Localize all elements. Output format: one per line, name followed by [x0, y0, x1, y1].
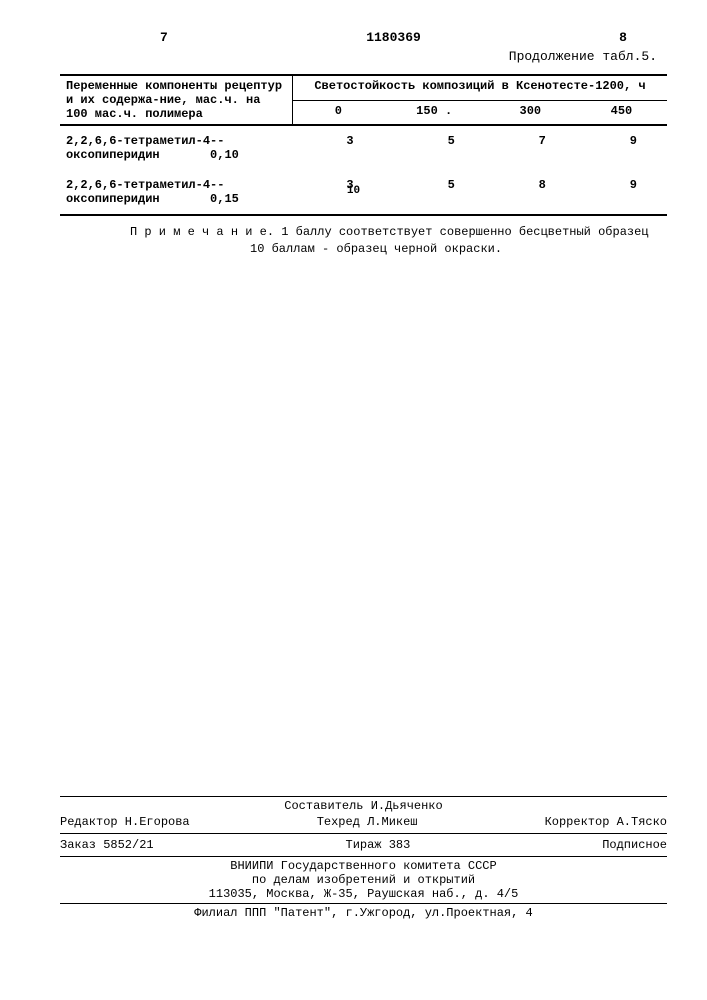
org1: ВНИИПИ Государственного комитета СССР — [60, 859, 667, 873]
cell-450: 9 — [576, 170, 667, 215]
techred: Техред Л.Микеш — [317, 815, 418, 829]
compiler: Составитель И.Дьяченко — [60, 799, 667, 813]
subheader-300: 300 — [485, 100, 576, 125]
editor: Редактор Н.Егорова — [60, 815, 190, 829]
compound-name: 2,2,6,6-тетраметил-4--оксопиперидин — [66, 178, 224, 206]
margin-line-marker: 10 — [347, 185, 360, 197]
cell-150: 5 — [384, 170, 485, 215]
footer-block: Составитель И.Дьяченко Редактор Н.Егоров… — [60, 794, 667, 920]
cell-300: 8 — [485, 170, 576, 215]
circulation: Тираж 383 — [346, 838, 411, 852]
table-row: 2,2,6,6-тетраметил-4--оксопиперидин 0,15… — [60, 170, 667, 215]
amount: 0,15 — [210, 192, 239, 206]
col-header-right: Светостойкость композиций в Ксенотесте-1… — [293, 75, 668, 100]
cell-450: 9 — [576, 125, 667, 170]
subscription: Подписное — [602, 838, 667, 852]
corrector: Корректор А.Тяско — [545, 815, 667, 829]
col-header-left: Переменные компоненты рецептур и их соде… — [60, 75, 293, 125]
note-line2: 10 баллам - образец черной окраски. — [130, 241, 667, 258]
org2: по делам изобретений и открытий — [60, 873, 667, 887]
note-line1: 1 баллу соответствует совершенно бесцвет… — [281, 225, 648, 239]
subheader-0: 0 — [293, 100, 384, 125]
doc-number: 1180369 — [366, 30, 421, 45]
data-table: Переменные компоненты рецептур и их соде… — [60, 74, 667, 216]
continuation-label: Продолжение табл.5. — [60, 49, 667, 64]
branch: Филиал ППП "Патент", г.Ужгород, ул.Проек… — [60, 906, 667, 920]
note-label: П р и м е ч а н и е. — [130, 225, 274, 239]
cell-150: 5 — [384, 125, 485, 170]
cell-0: 3 — [293, 125, 384, 170]
table-row: 2,2,6,6-тетраметил-4--оксопиперидин 0,10… — [60, 125, 667, 170]
cell-300: 7 — [485, 125, 576, 170]
subheader-450: 450 — [576, 100, 667, 125]
compound-name: 2,2,6,6-тетраметил-4--оксопиперидин — [66, 134, 224, 162]
address: 113035, Москва, Ж-35, Раушская наб., д. … — [60, 887, 667, 901]
page-right: 8 — [619, 30, 627, 45]
page-header: 7 1180369 8 — [60, 30, 667, 45]
subheader-150: 150 . — [384, 100, 485, 125]
cell-0: 3 — [293, 170, 384, 215]
page-left: 7 — [160, 30, 168, 45]
note-block: П р и м е ч а н и е. 1 баллу соответству… — [60, 224, 667, 258]
order: Заказ 5852/21 — [60, 838, 154, 852]
amount: 0,10 — [210, 148, 239, 162]
